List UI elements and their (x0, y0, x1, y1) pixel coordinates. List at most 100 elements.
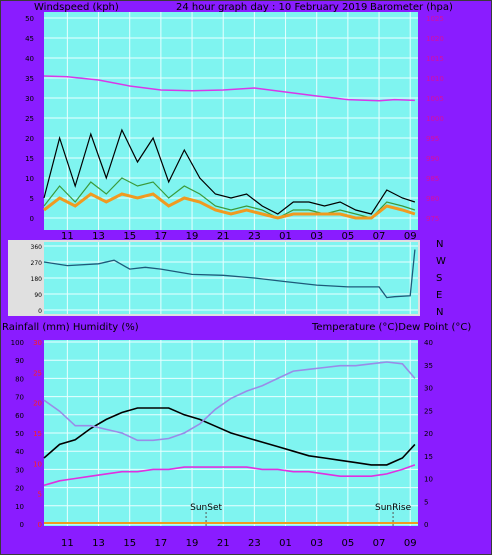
x-tick-label-top: 11 (61, 231, 74, 242)
pressure-tick-label: 980 (426, 195, 439, 203)
direction-tick-label: 180 (31, 276, 43, 283)
dewpoint-line (43, 464, 416, 487)
pressure-tick-label: 1010 (426, 75, 444, 83)
direction-tick-label: 0 (38, 308, 42, 315)
direction-tick-label: 90 (34, 292, 42, 299)
x-tick-label-bottom: 19 (186, 538, 199, 549)
temperature-tick-label: 25 (424, 407, 433, 415)
temperature-tick-label: 35 (424, 362, 433, 370)
x-tick-label-top: 17 (155, 231, 168, 242)
humidity-tick-label: 40 (15, 448, 24, 456)
compass-tick-label: E (436, 290, 442, 301)
rain-tick-label: 10 (33, 460, 42, 468)
wind-tick-label: 35 (25, 75, 34, 83)
rain-humidity-label: Rainfall (mm) Humidity (%) (2, 322, 139, 333)
temperature-tick-label: 0 (424, 521, 428, 529)
x-tick-label-bottom: 17 (155, 538, 168, 549)
x-tick-label-top: 09 (404, 231, 417, 242)
humidity-tick-label: 80 (15, 375, 24, 383)
direction-line (43, 249, 416, 299)
wind-tick-label: 50 (25, 15, 34, 23)
pressure-tick-label: 1000 (426, 115, 444, 123)
wind-tick-label: 25 (25, 115, 34, 123)
wind-tick-label: 5 (30, 195, 34, 203)
x-tick-label-bottom: 09 (404, 538, 417, 549)
pressure-line (43, 75, 415, 102)
direction-series (43, 249, 416, 299)
x-tick-label-top: 15 (123, 231, 136, 242)
pressure-tick-label: 1005 (426, 95, 444, 103)
x-tick-label-top: 19 (186, 231, 199, 242)
pressure-tick-label: 995 (426, 135, 439, 143)
humidity-tick-label: 0 (20, 521, 24, 529)
x-tick-label-top: 01 (279, 231, 292, 242)
temperature-line (43, 407, 416, 466)
gust-line (43, 128, 416, 215)
wind-series (43, 75, 416, 220)
direction-tick-label: 270 (31, 260, 43, 267)
x-tick-label-top: 07 (373, 231, 386, 242)
compass-tick-label: N (436, 239, 443, 250)
x-tick-label-top: 05 (342, 231, 355, 242)
pressure-tick-label: 1020 (426, 35, 444, 43)
wind-tick-label: 10 (25, 175, 34, 183)
temperature-tick-label: 10 (424, 476, 433, 484)
temperature-tick-label: 30 (424, 385, 433, 393)
x-tick-label-top: 13 (92, 231, 105, 242)
chart-title: 24 hour graph day : 10 February 2019 (176, 2, 367, 13)
x-tick-label-top: 21 (217, 231, 230, 242)
humidity-line (43, 361, 416, 442)
temp-series (43, 361, 418, 524)
average-orange-line (43, 192, 416, 220)
pressure-tick-label: 1015 (426, 55, 444, 63)
x-tick-label-bottom: 03 (310, 538, 323, 549)
humidity-tick-label: 100 (11, 339, 24, 347)
temp-grid (44, 340, 418, 526)
pressure-tick-label: 975 (426, 215, 439, 223)
rain-tick-label: 0 (38, 521, 42, 529)
windspeed-label: Windspeed (kph) (34, 2, 119, 13)
humidity-tick-label: 30 (15, 466, 24, 474)
x-tick-label-bottom: 01 (279, 538, 292, 549)
temperature-tick-label: 20 (424, 430, 433, 438)
wind-tick-label: 45 (25, 35, 34, 43)
average-line (43, 177, 416, 219)
x-tick-label-bottom: 05 (342, 538, 355, 549)
x-tick-label-bottom: 15 (123, 538, 136, 549)
temperature-tick-label: 40 (424, 339, 433, 347)
compass-tick-label: S (436, 273, 442, 284)
x-tick-label-bottom: 11 (61, 538, 74, 549)
humidity-tick-label: 60 (15, 412, 24, 420)
temperature-tick-label: 15 (424, 453, 433, 461)
compass-tick-label: W (436, 256, 446, 267)
barometer-label: Barometer (hpa) (370, 2, 453, 13)
pressure-tick-label: 990 (426, 155, 439, 163)
wind-axis-ticks: 0510152025303540455097598098599099510001… (25, 15, 444, 223)
rain-tick-label: 5 (38, 491, 42, 499)
compass-tick-label: N (436, 307, 443, 318)
x-tick-label-bottom: 07 (373, 538, 386, 549)
rain-tick-label: 25 (33, 369, 42, 377)
x-tick-label-top: 23 (248, 231, 261, 242)
rain-tick-label: 15 (33, 430, 42, 438)
humidity-tick-label: 50 (15, 430, 24, 438)
x-tick-label-bottom: 21 (217, 538, 230, 549)
temperature-tick-label: 5 (424, 498, 428, 506)
sun-annotations: SunSet SunRise (190, 503, 412, 526)
pressure-tick-label: 1025 (426, 15, 444, 23)
wind-tick-label: 40 (25, 55, 34, 63)
x-tick-label-top: 03 (310, 231, 323, 242)
direction-tick-label: 360 (31, 244, 43, 251)
pressure-tick-label: 985 (426, 175, 439, 183)
rain-tick-label: 30 (33, 339, 42, 347)
temp-dew-label: Temperature (°C)Dew Point (°C) (311, 322, 471, 333)
x-axis-labels: 11 11 13 13 15 15 17 17 19 19 21 21 23 23 01 01 03 03 05 05… (61, 231, 417, 549)
humidity-tick-label: 20 (15, 485, 24, 493)
wind-tick-label: 20 (25, 135, 34, 143)
rain-tick-label: 20 (33, 400, 42, 408)
wind-tick-label: 15 (25, 155, 34, 163)
x-tick-label-bottom: 13 (92, 538, 105, 549)
humidity-tick-label: 70 (15, 394, 24, 402)
